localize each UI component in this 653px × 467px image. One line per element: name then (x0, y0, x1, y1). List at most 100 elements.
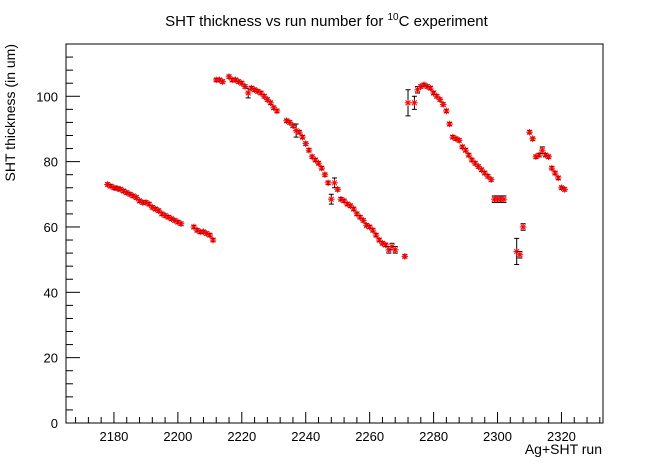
marker-stroke (299, 134, 306, 140)
data-point (538, 146, 546, 154)
marker-stroke (120, 188, 127, 194)
data-point (487, 176, 495, 183)
x-tick-label: 2300 (483, 429, 512, 444)
data-point (465, 151, 473, 159)
marker-stroke (357, 214, 363, 220)
data-point (206, 231, 214, 239)
data-point (535, 151, 543, 159)
marker-stroke (488, 176, 494, 183)
marker-stroke (360, 217, 367, 224)
marker-stroke (485, 173, 491, 180)
y-tick-label: 40 (44, 285, 58, 300)
marker-stroke (347, 202, 354, 209)
marker-stroke (328, 196, 335, 202)
plot-frame (65, 43, 604, 424)
marker-stroke (203, 230, 210, 237)
marker-stroke (245, 90, 251, 96)
marker-stroke (555, 175, 562, 181)
data-point (513, 237, 520, 266)
marker-stroke (549, 165, 555, 171)
data-point (331, 177, 338, 189)
marker-stroke (274, 108, 280, 114)
data-point (359, 217, 367, 224)
data-point (328, 193, 335, 205)
data-point (356, 213, 364, 221)
marker-stroke (366, 224, 373, 230)
marker-stroke (165, 214, 172, 220)
data-point (391, 246, 399, 254)
marker-stroke (331, 180, 338, 186)
data-point (430, 89, 437, 97)
data-point (318, 164, 326, 172)
x-tick-label: 2200 (163, 429, 192, 444)
chart-title-sup: 10 (387, 12, 399, 23)
data-point (299, 133, 306, 141)
data-point (519, 223, 527, 231)
marker-stroke (465, 152, 472, 158)
marker-stroke (501, 196, 507, 202)
marker-stroke (302, 140, 309, 147)
marker-stroke (462, 147, 469, 153)
marker-stroke (315, 160, 322, 167)
marker-stroke (271, 104, 277, 111)
marker-stroke (389, 243, 395, 250)
data-point (267, 99, 274, 107)
marker-stroke (475, 163, 482, 170)
marker-stroke (168, 216, 175, 222)
data-point (382, 241, 389, 249)
marker-stroke (127, 191, 133, 198)
marker-stroke (235, 78, 242, 85)
marker-stroke (219, 78, 226, 85)
x-axis-label: Ag+SHT run (525, 441, 602, 457)
marker-stroke (306, 147, 312, 153)
marker-stroke (286, 119, 293, 126)
data-point (561, 186, 568, 193)
x-tick-label: 2220 (227, 429, 256, 444)
data-point (369, 226, 377, 234)
data-point (324, 179, 332, 187)
marker-stroke (411, 100, 418, 106)
data-point (308, 153, 316, 161)
marker-stroke (136, 198, 143, 204)
y-tick-label: 20 (44, 351, 58, 366)
data-point (289, 122, 297, 129)
marker-stroke (267, 100, 274, 106)
marker-stroke (350, 206, 357, 212)
data-point (264, 96, 271, 103)
marker-stroke (469, 157, 475, 163)
marker-stroke (175, 219, 181, 225)
chart-title: SHT thickness vs run number for 10C expe… (0, 12, 653, 30)
data-point (452, 135, 460, 143)
data-point (273, 107, 281, 115)
marker-stroke (392, 247, 398, 253)
marker-stroke (296, 129, 303, 135)
marker-stroke (478, 167, 485, 173)
marker-stroke (517, 251, 523, 258)
marker-stroke (255, 88, 261, 95)
marker-stroke (453, 135, 459, 142)
data-point (500, 195, 508, 203)
marker-stroke (318, 165, 325, 171)
x-tick-label: 2180 (99, 429, 128, 444)
data-point (545, 153, 552, 161)
marker-stroke (459, 144, 466, 150)
data-point (296, 128, 303, 136)
data-point (446, 120, 453, 128)
data-point (526, 128, 533, 136)
marker-stroke (146, 201, 152, 207)
marker-stroke (561, 186, 568, 193)
marker-stroke (344, 201, 351, 207)
data-point (244, 87, 252, 99)
marker-stroke (216, 77, 223, 83)
marker-stroke (382, 242, 389, 248)
marker-stroke (373, 232, 379, 238)
marker-stroke (427, 85, 434, 91)
marker-stroke (162, 212, 168, 219)
data-point (334, 186, 341, 193)
marker-stroke (117, 186, 124, 193)
marker-stroke (446, 121, 453, 127)
marker-stroke (421, 82, 427, 88)
marker-stroke (520, 224, 526, 230)
marker-stroke (405, 100, 411, 106)
marker-stroke (171, 217, 178, 224)
